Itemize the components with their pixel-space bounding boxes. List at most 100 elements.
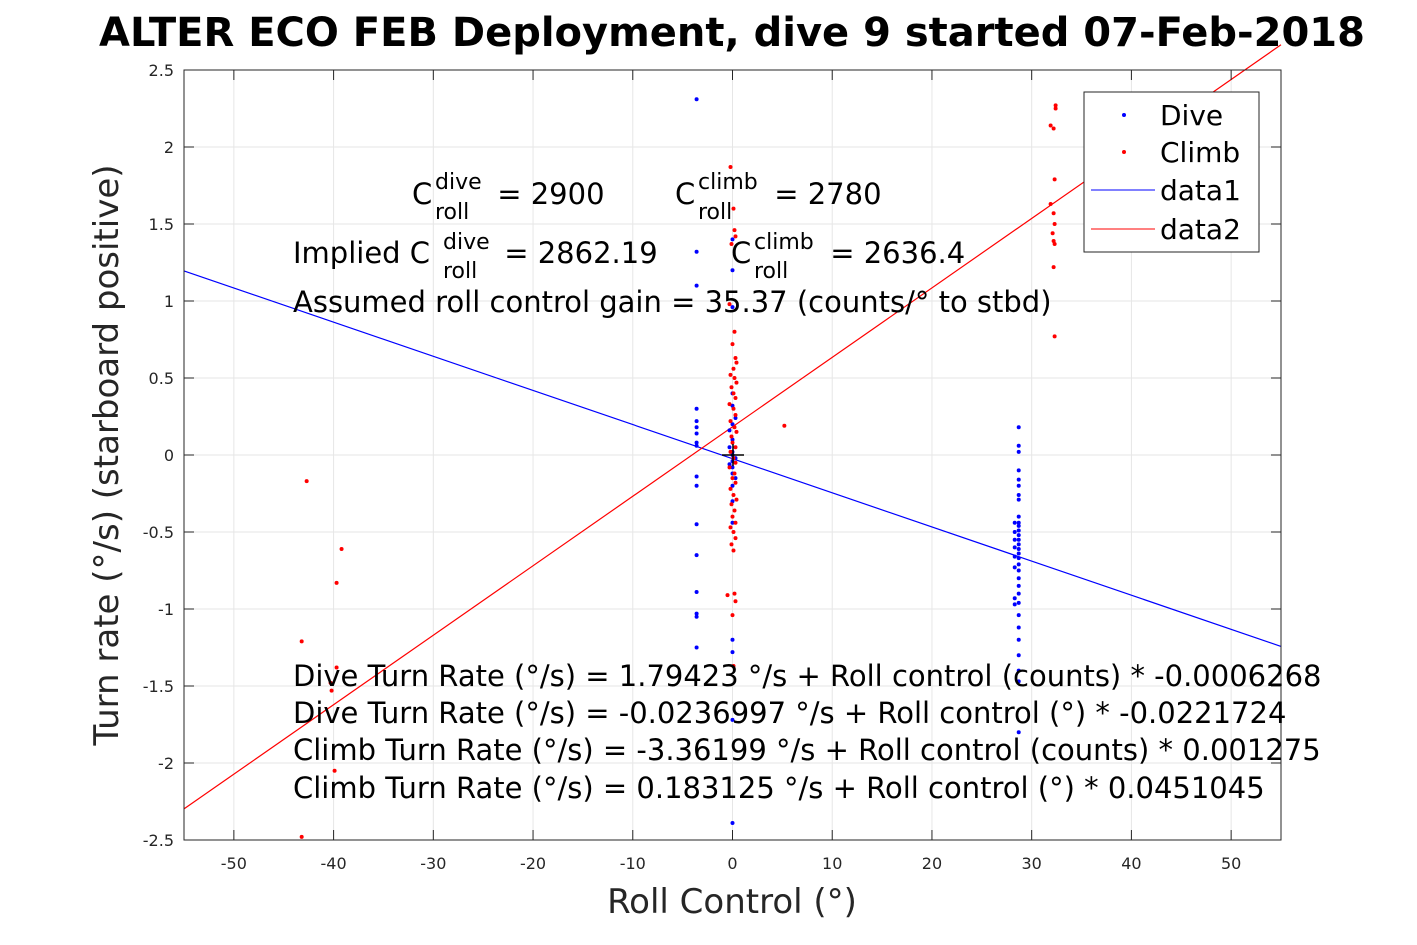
x-tick-label: 20 [922, 854, 942, 873]
c-climb-sup: climb [698, 170, 758, 195]
x-tick-label: 0 [727, 854, 737, 873]
dive-point [1016, 637, 1021, 642]
climb-point [730, 342, 735, 347]
annotation-eq1: Dive Turn Rate (°/s) = 1.79423 °/s + Rol… [293, 659, 1321, 693]
annotation-gain: Assumed roll control gain = 35.37 (count… [293, 285, 1052, 319]
climb-point [731, 391, 736, 396]
annotation-implied: Implied C dive roll = 2862.19 C climb ro… [293, 230, 965, 284]
dive-point [1016, 533, 1021, 538]
climb-point [732, 425, 737, 430]
dive-point [733, 416, 738, 421]
c-dive-sub: roll [435, 200, 469, 225]
climb-point [734, 380, 739, 385]
climb-point [731, 663, 736, 668]
climb-point [734, 429, 739, 434]
climb-point [1051, 126, 1056, 131]
climb-point [782, 423, 787, 428]
y-tick-label: 0 [164, 446, 174, 465]
dive-point [727, 462, 732, 467]
dive-point [694, 522, 699, 527]
climb-point [727, 465, 732, 470]
dive-point [694, 406, 699, 411]
legend-box [1083, 91, 1260, 253]
legend-data2-label: data2 [1160, 213, 1241, 246]
c-dive-base: C [412, 177, 432, 211]
x-axis-label: Roll Control (°) [607, 882, 857, 922]
dive-point [1016, 449, 1021, 454]
climb-point [1048, 201, 1053, 206]
climb-point [732, 329, 737, 334]
legend: Dive Climb data1 data2 [1083, 91, 1260, 253]
annotation-eq3: Climb Turn Rate (°/s) = -3.36199 °/s + R… [293, 733, 1321, 767]
dive-point [1012, 565, 1017, 570]
dive-point [730, 650, 735, 655]
climb-point [1051, 238, 1056, 243]
climb-point [732, 471, 737, 476]
climb-point [729, 542, 734, 547]
dive-point [1012, 602, 1017, 607]
climb-point [732, 508, 737, 513]
climb-point [1053, 103, 1058, 108]
y-tick-label: -0.5 [143, 523, 174, 542]
dive-point [730, 717, 735, 722]
dive-point [1016, 493, 1021, 498]
climb-point [728, 486, 733, 491]
dive-point [733, 476, 738, 481]
climb-point [729, 385, 734, 390]
climb-point [729, 502, 734, 507]
climb-point [730, 613, 735, 618]
y-tick-label: 2.5 [149, 61, 174, 80]
climb-point [1051, 265, 1056, 270]
climb-point [731, 206, 736, 211]
climb-point [728, 372, 733, 377]
y-tick-label: -1.5 [143, 677, 174, 696]
dive-point [694, 590, 699, 595]
annotation-eq4: Climb Turn Rate (°/s) = 0.183125 °/s + R… [293, 771, 1265, 805]
dive-point [1012, 545, 1017, 550]
climb-point [304, 479, 309, 484]
climb-point [732, 591, 737, 596]
dive-point [1016, 468, 1021, 473]
implied-climb-sub: roll [754, 259, 788, 284]
dive-point [1016, 528, 1021, 533]
chart-title: ALTER ECO FEB Deployment, dive 9 started… [99, 10, 1365, 56]
origin-crosshair [722, 444, 744, 466]
dive-point [730, 422, 735, 427]
climb-point [334, 665, 339, 670]
dive-point [1016, 546, 1021, 551]
implied-dive-value: = 2862.19 [495, 236, 658, 270]
dive-point [1016, 537, 1021, 542]
y-tick-label: 1 [164, 292, 174, 311]
dive-point [1016, 551, 1021, 556]
climb-point [299, 639, 304, 644]
legend-dive-marker [1122, 113, 1126, 117]
dive-point [1016, 523, 1021, 528]
y-tick-label: -1 [158, 600, 174, 619]
dive-point [694, 440, 699, 445]
x-tick-label: -50 [221, 854, 247, 873]
implied-climb-base: C [731, 236, 751, 270]
dive-point [1016, 483, 1021, 488]
dive-point [1016, 679, 1021, 684]
dive-point [694, 425, 699, 430]
dive-point [694, 474, 699, 479]
climb-point [733, 460, 738, 465]
y-tick-label: 0.5 [149, 369, 174, 388]
dive-point [694, 645, 699, 650]
dive-point [730, 499, 735, 504]
climb-point [730, 476, 735, 481]
dive-point [1016, 625, 1021, 630]
dive-point [730, 305, 735, 310]
climb-point [299, 834, 304, 839]
dive-point [694, 614, 699, 619]
annotation-eq2: Dive Turn Rate (°/s) = -0.0236997 °/s + … [293, 696, 1286, 730]
data-points [299, 97, 1058, 839]
climb-point [727, 302, 732, 307]
dive-point [694, 419, 699, 424]
dive-point [694, 249, 699, 254]
climb-point [727, 402, 732, 407]
climb-point [733, 599, 738, 604]
y-tick-label: -2.5 [143, 831, 174, 850]
legend-climb-label: Climb [1160, 136, 1240, 169]
dive-point [730, 483, 735, 488]
